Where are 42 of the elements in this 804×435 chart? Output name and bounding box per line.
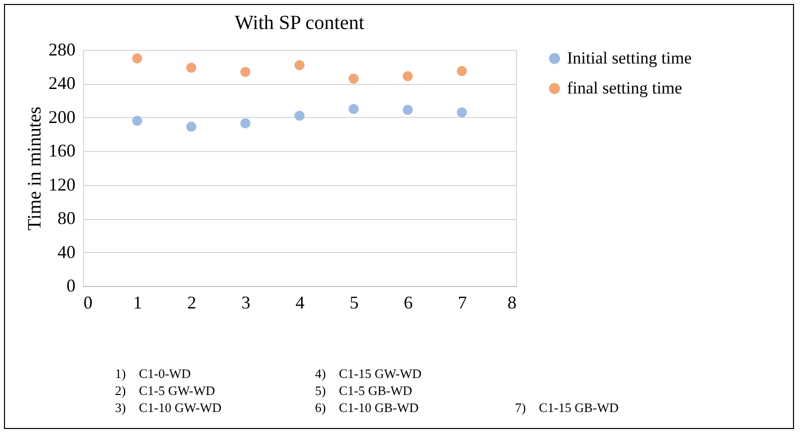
text: 5) C1-5 GB-WD bbox=[315, 383, 412, 399]
x-tick-label: 0 bbox=[84, 292, 92, 312]
x-tick-label: 5 bbox=[350, 292, 359, 312]
y-tick-label: 0 bbox=[66, 276, 76, 296]
point bbox=[348, 104, 359, 114]
text: 4) C1-15 GW-WD bbox=[315, 366, 422, 382]
point bbox=[294, 110, 305, 121]
point bbox=[132, 53, 142, 64]
point bbox=[402, 71, 413, 82]
legend-label: Initial setting time bbox=[567, 48, 692, 68]
chart-title: With SP content bbox=[234, 12, 365, 34]
point bbox=[402, 104, 413, 115]
legend-label: final setting time bbox=[567, 78, 682, 98]
point bbox=[240, 66, 250, 77]
y-tick-label: 280 bbox=[48, 40, 76, 60]
x-tick-label: 1 bbox=[133, 292, 142, 312]
point bbox=[348, 74, 359, 84]
y-tick-label: 120 bbox=[48, 174, 76, 194]
x-tick-label: 8 bbox=[508, 292, 516, 312]
y-tick-label: 160 bbox=[48, 140, 76, 161]
y-axis-title: Time in minutes bbox=[24, 106, 46, 230]
point bbox=[456, 66, 467, 76]
y-tick-label: 40 bbox=[58, 242, 76, 262]
point bbox=[456, 107, 467, 118]
text: 1) C1-0-WD bbox=[115, 366, 191, 382]
point bbox=[132, 116, 142, 126]
x-tick-label: 2 bbox=[187, 292, 196, 312]
point bbox=[186, 122, 196, 132]
point bbox=[294, 60, 305, 70]
x-tick-label: 3 bbox=[241, 292, 250, 312]
text: 6) C1-10 GB-WD bbox=[315, 400, 419, 416]
text: 2) C1-5 GW-WD bbox=[115, 383, 216, 399]
x-tick-label: 7 bbox=[458, 292, 467, 312]
point bbox=[240, 118, 250, 128]
x-tick-label: 6 bbox=[404, 292, 413, 312]
x-tick-label: 4 bbox=[296, 292, 304, 312]
y-tick-label: 200 bbox=[48, 106, 76, 127]
text: 7) C1-15 GB-WD bbox=[515, 400, 619, 416]
y-tick-label: 240 bbox=[48, 73, 76, 94]
text: 3) C1-10 GW-WD bbox=[115, 400, 222, 416]
point bbox=[186, 62, 196, 73]
y-tick-label: 80 bbox=[58, 208, 76, 228]
